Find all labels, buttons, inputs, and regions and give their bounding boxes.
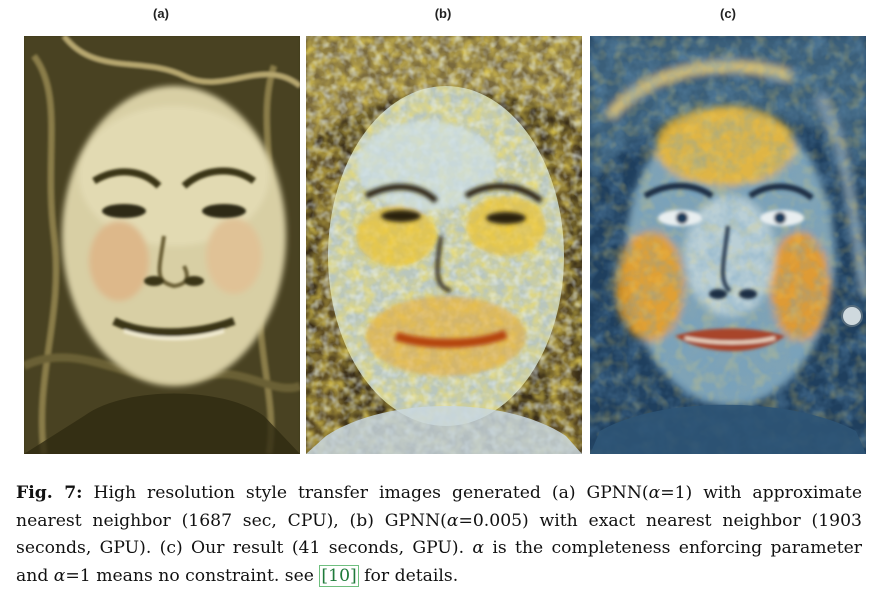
panel-c-image [590,36,866,454]
figure-label: Fig. 7: [16,483,83,503]
panel-label-a: (a) [153,6,169,21]
panel-a-image [24,36,300,454]
citation-link[interactable]: [10] [319,564,359,587]
panel-b-image [306,36,582,454]
alpha-symbol: α [446,510,459,531]
alpha-symbol: α [472,538,485,558]
figure-caption: Fig. 7: High resolution style transfer i… [16,480,862,590]
caption-text-6: for details. [358,565,459,586]
face-painting-c-icon [590,36,866,454]
panel-label-b: (b) [434,6,452,21]
caption-text-1: High resolution style transfer images ge… [82,483,649,503]
alpha-symbol: α [53,565,66,586]
caption-text-5: =1 means no constraint. see [65,565,320,586]
caption-text-3: =0.005) with exact nearest neighbor (190… [16,510,862,559]
panel-label-c: (c) [720,6,736,21]
face-painting-b-icon [306,36,582,454]
alpha-symbol: α [648,483,661,503]
caption-text-4: is the completeness enforcing parameter … [16,538,862,586]
caption-text-2: =1) with approximate nearest neighbor (1… [16,483,862,531]
face-painting-a-icon [24,36,300,454]
